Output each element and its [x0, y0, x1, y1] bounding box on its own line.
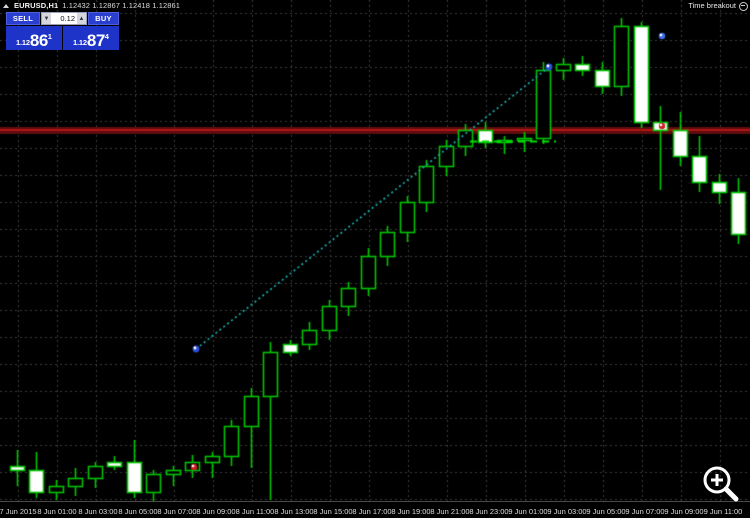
sell-price-display[interactable]: 1.12 86 1 [6, 26, 62, 50]
trade-panel-top-row: SELL ▼ 0.12 ▲ BUY [6, 12, 119, 25]
time-axis-label: 8 Jun 17:00 [352, 507, 392, 516]
sell-price-big: 86 [29, 31, 48, 50]
indicator-name-label: Time breakout [688, 1, 736, 10]
volume-input[interactable]: 0.12 [60, 14, 75, 23]
time-axis-label: 9 Jun 07:00 [625, 507, 665, 516]
one-click-trading-panel[interactable]: SELL ▼ 0.12 ▲ BUY 1.12 86 1 1.12 87 4 [6, 12, 119, 50]
indicator-label-time-breakout[interactable]: Time breakout [688, 0, 748, 12]
buy-button[interactable]: BUY [88, 12, 119, 25]
buy-price-prefix: 1.12 [73, 38, 87, 47]
time-axis-separator [0, 501, 750, 502]
time-axis-label: 9 Jun 03:00 [547, 507, 587, 516]
chart-titlebar: EURUSD,H1 1.12432 1.12867 1.12418 1.1286… [0, 0, 750, 12]
trade-panel-price-row: 1.12 86 1 1.12 87 4 [6, 26, 119, 50]
buy-price-big: 87 [86, 31, 105, 50]
time-axis-label: 8 Jun 05:00 [118, 507, 158, 516]
buy-price-pipette: 4 [104, 32, 109, 41]
time-axis-label: 8 Jun 07:00 [157, 507, 197, 516]
time-axis-label: 8 Jun 19:00 [391, 507, 431, 516]
chart-ohlc-values: 1.12432 1.12867 1.12418 1.12861 [62, 1, 181, 10]
time-axis-label: 8 Jun 09:00 [196, 507, 236, 516]
zoom-in-magnifier-icon[interactable] [700, 464, 742, 504]
time-axis-label: 9 Jun 11:00 [703, 507, 743, 516]
sell-price-pipette: 1 [47, 32, 52, 41]
indicator-toggle-icon[interactable] [739, 1, 748, 11]
time-axis-label: 9 Jun 09:00 [664, 507, 704, 516]
time-axis-label: 8 Jun 21:00 [430, 507, 470, 516]
time-axis-label: 8 Jun 01:00 [37, 507, 77, 516]
time-axis-label: 9 Jun 05:00 [586, 507, 626, 516]
time-axis-label: 8 Jun 13:00 [274, 507, 314, 516]
time-axis[interactable]: 7 Jun 2015 8 Jun 01:00 8 Jun 03:00 8 Jun 05… [0, 502, 750, 518]
sell-price-prefix: 1.12 [16, 38, 30, 47]
volume-decrement-button[interactable]: ▼ [42, 13, 51, 24]
time-axis-label: 8 Jun 23:00 [469, 507, 509, 516]
time-axis-label: 7 Jun 2015 [0, 507, 37, 516]
time-axis-label: 8 Jun 15:00 [313, 507, 353, 516]
time-axis-label: 8 Jun 11:00 [235, 507, 275, 516]
buy-price-display[interactable]: 1.12 87 4 [63, 26, 119, 50]
sell-button[interactable]: SELL [6, 12, 40, 25]
triangle-up-icon[interactable] [3, 4, 9, 8]
volume-stepper[interactable]: ▼ 0.12 ▲ [41, 12, 87, 25]
volume-increment-button[interactable]: ▲ [77, 13, 86, 24]
time-axis-label: 8 Jun 03:00 [78, 507, 118, 516]
chart-symbol-label: EURUSD,H1 [14, 1, 59, 10]
time-axis-label: 9 Jun 01:00 [508, 507, 548, 516]
